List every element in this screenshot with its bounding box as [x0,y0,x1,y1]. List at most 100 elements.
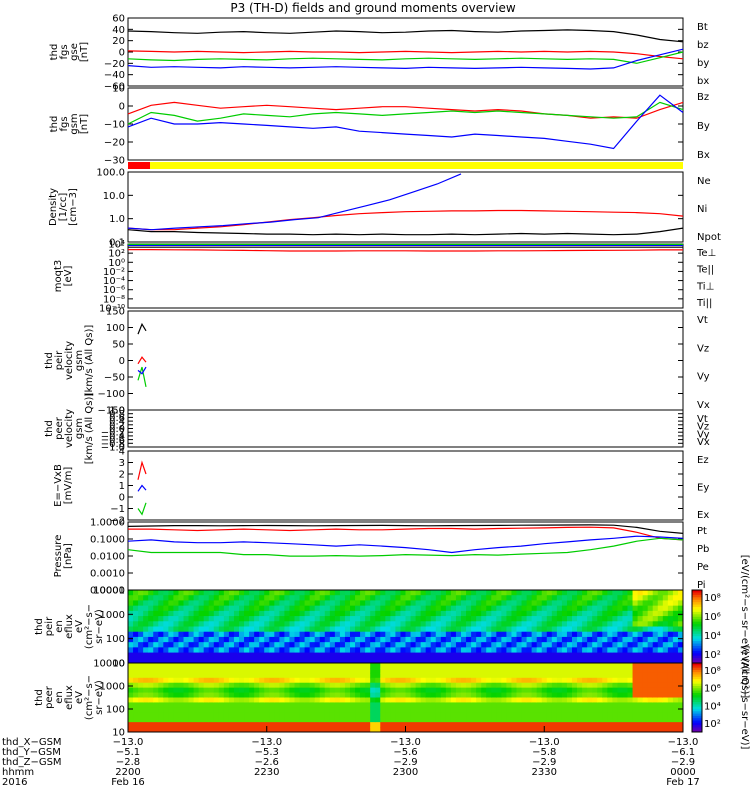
heatmap-cell [486,642,492,648]
heatmap-cell [672,722,679,728]
heatmap-cell [501,682,507,689]
heatmap-cell [203,682,210,689]
heatmap-cell [455,667,462,674]
heatmap-cell [244,682,250,689]
heatmap-cell [319,636,326,643]
heatmap-cell [380,631,386,638]
heatmap-cell [193,707,200,713]
heatmap-cell [642,631,649,638]
heatmap-cell [153,636,159,643]
heatmap-cell [319,727,326,733]
heatmap-cell [405,657,412,664]
heatmap-cell [365,707,371,713]
heatmap-cell [415,707,422,713]
heatmap-cell [577,626,583,633]
heatmap-cell [511,626,517,633]
heatmap-cell [420,722,427,728]
heatmap-cell [344,595,351,601]
legend-Ti⊥: Ti⊥ [696,281,714,292]
heatmap-cell [647,712,654,718]
heatmap-cell [244,600,250,607]
heatmap-cell [617,590,623,596]
heatmap-cell [521,626,528,633]
heatmap-cell [168,647,174,654]
heatmap-cell [657,595,664,601]
heatmap-cell [536,663,543,669]
heatmap-cell [415,677,422,684]
heatmap-cell [314,697,321,703]
heatmap-cell [461,697,467,703]
colorbar-step [692,725,702,728]
heatmap-cell [546,672,553,679]
heatmap-cell [572,647,578,654]
heatmap-cell [385,652,391,659]
heatmap-cell [536,687,543,694]
heatmap-cell [385,702,391,708]
heatmap-cell [138,663,144,669]
heatmap-cell [546,636,553,643]
heatmap-cell [551,590,558,596]
heatmap-cell [642,626,649,633]
heatmap-cell [339,702,346,708]
heatmap-cell [314,657,321,664]
heatmap-cell [365,621,371,627]
heatmap-cell [173,621,179,627]
heatmap-cell [577,636,583,643]
heatmap-cell [274,687,280,694]
heatmap-cell [602,616,608,622]
heatmap-cell [148,717,154,723]
heatmap-cell [183,672,190,679]
heatmap-cell [572,616,578,622]
heatmap-cell [516,712,523,718]
heatmap-cell [657,702,664,708]
heatmap-cell [223,642,230,648]
heatmap-cell [173,605,179,612]
heatmap-cell [284,621,290,627]
heatmap-cell [506,590,512,596]
heatmap-cell [662,590,669,596]
heatmap-cell [355,687,361,694]
heatmap-cell [269,692,275,698]
heatmap-cell [375,692,381,698]
heatmap-cell [279,616,285,622]
heatmap-cell [496,631,502,638]
heatmap-cell [128,657,134,664]
heatmap-cell [334,600,341,607]
heatmap-cell [677,605,684,612]
colorbar-step [692,631,702,635]
heatmap-cell [128,712,134,718]
heatmap-cell [572,621,578,627]
heatmap-cell [587,590,593,596]
heatmap-cell [617,652,623,659]
colorbar-frame [691,662,703,733]
xaxis-row-label: thd_Z−GSM [2,757,62,768]
heatmap-cell [617,712,623,718]
heatmap-cell [218,702,225,708]
heatmap-cell [435,621,442,627]
heatmap-cell [213,621,220,627]
heatmap-cell [334,702,341,708]
heatmap-cell [531,600,538,607]
heatmap-cell [198,707,205,713]
heatmap-cell [193,682,200,689]
heatmap-cell [138,605,144,612]
heatmap-cell [425,590,432,596]
colorbar-step [692,597,702,601]
heatmap-cell [471,616,477,622]
heatmap-cell [380,647,386,654]
heatmap-cell [541,616,548,622]
heatmap-cell [481,727,487,733]
heatmap-cell [521,636,528,643]
heatmap-cell [506,663,512,669]
heatmap-cell [370,727,376,733]
heatmap-cell [476,631,482,638]
heatmap-cell [309,717,316,723]
heatmap-cell [360,610,366,617]
heatmap-cell [677,590,684,596]
heatmap-cell [304,610,311,617]
ylabel-line: eV [74,620,85,633]
heatmap-cell [233,605,240,612]
ytick-label: 1.0 [109,214,125,225]
heatmap-cell [173,647,179,654]
heatmap-cell [294,722,301,728]
